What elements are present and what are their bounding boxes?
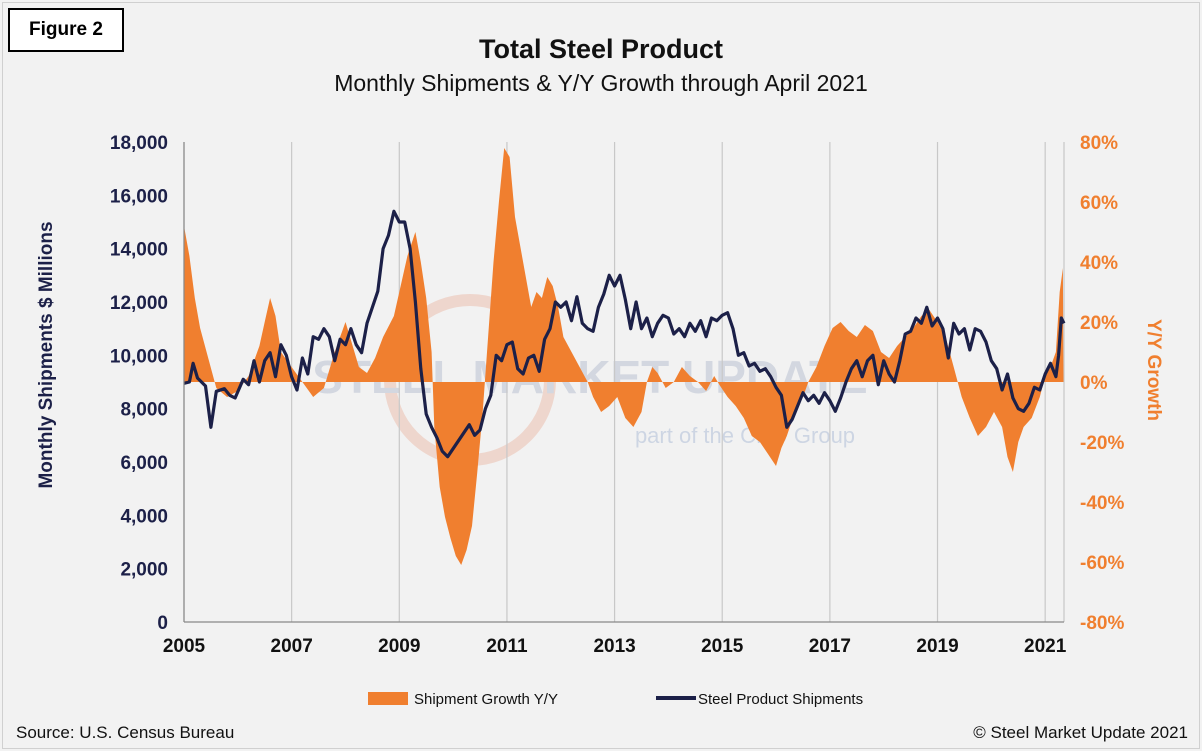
y-tick-18,000: 18,000 bbox=[110, 133, 168, 154]
y-tick-0: 0 bbox=[157, 613, 168, 634]
series-shipments-line bbox=[183, 209, 1066, 459]
figure-label: Figure 2 bbox=[8, 8, 124, 52]
y2-tick--60%: -60% bbox=[1080, 553, 1124, 574]
y-tick-4,000: 4,000 bbox=[120, 506, 168, 527]
y2-tick-labels: -80% -60% -40% -20% 0% 20% 40% 60% 80% bbox=[1080, 133, 1124, 634]
axes bbox=[183, 142, 1064, 623]
y2-tick-20%: 20% bbox=[1080, 313, 1118, 334]
x-tick-2013: 2013 bbox=[593, 636, 635, 657]
y2-axis-title: Y/Y Growth bbox=[1143, 319, 1164, 421]
x-tick-2009: 2009 bbox=[378, 636, 420, 657]
y-tick-12,000: 12,000 bbox=[110, 293, 168, 314]
y2-tick--80%: -80% bbox=[1080, 613, 1124, 634]
y-tick-8,000: 8,000 bbox=[120, 400, 168, 421]
y2-tick-0%: 0% bbox=[1080, 373, 1108, 394]
y-tick-10,000: 10,000 bbox=[110, 346, 168, 367]
x-tick-2007: 2007 bbox=[271, 636, 313, 657]
legend: Shipment Growth Y/Y Steel Product Shipme… bbox=[368, 691, 863, 708]
chart-subtitle: Monthly Shipments & Y/Y Growth through A… bbox=[334, 70, 868, 96]
legend-label-shipments: Steel Product Shipments bbox=[698, 691, 863, 708]
y-tick-6,000: 6,000 bbox=[120, 453, 168, 474]
y2-tick-80%: 80% bbox=[1080, 133, 1118, 154]
x-tick-2019: 2019 bbox=[916, 636, 958, 657]
watermark-sub-text: part of the CRU Group bbox=[635, 423, 855, 448]
chart-title: Total Steel Product bbox=[478, 34, 724, 64]
x-tick-2011: 2011 bbox=[486, 636, 528, 657]
y2-tick--20%: -20% bbox=[1080, 433, 1124, 454]
x-tick-2015: 2015 bbox=[701, 636, 744, 657]
y-tick-16,000: 16,000 bbox=[110, 186, 168, 207]
legend-label-growth: Shipment Growth Y/Y bbox=[414, 691, 558, 708]
x-tick-2017: 2017 bbox=[809, 636, 851, 657]
x-tick-2021: 2021 bbox=[1024, 636, 1067, 657]
y2-tick-60%: 60% bbox=[1080, 193, 1118, 214]
y2-tick--40%: -40% bbox=[1080, 493, 1124, 514]
source-note: Source: U.S. Census Bureau bbox=[16, 723, 235, 742]
y-tick-2,000: 2,000 bbox=[120, 560, 168, 581]
y-tick-labels: 0 2,000 4,000 6,000 8,000 10,000 12,000 14,000 1… bbox=[110, 133, 168, 634]
copyright-note: © Steel Market Update 2021 bbox=[973, 723, 1188, 742]
shipments-line-layer bbox=[183, 209, 1066, 459]
x-tick-labels: 2005 2007 2009 2011 2013 2015 2017 2019 2021 bbox=[163, 636, 1067, 657]
x-tick-2005: 2005 bbox=[163, 636, 206, 657]
y-axis-title: Monthly Shipments $ Millions bbox=[36, 221, 57, 488]
y2-tick-40%: 40% bbox=[1080, 253, 1118, 274]
y-tick-14,000: 14,000 bbox=[110, 240, 168, 261]
legend-swatch-growth bbox=[368, 692, 408, 705]
